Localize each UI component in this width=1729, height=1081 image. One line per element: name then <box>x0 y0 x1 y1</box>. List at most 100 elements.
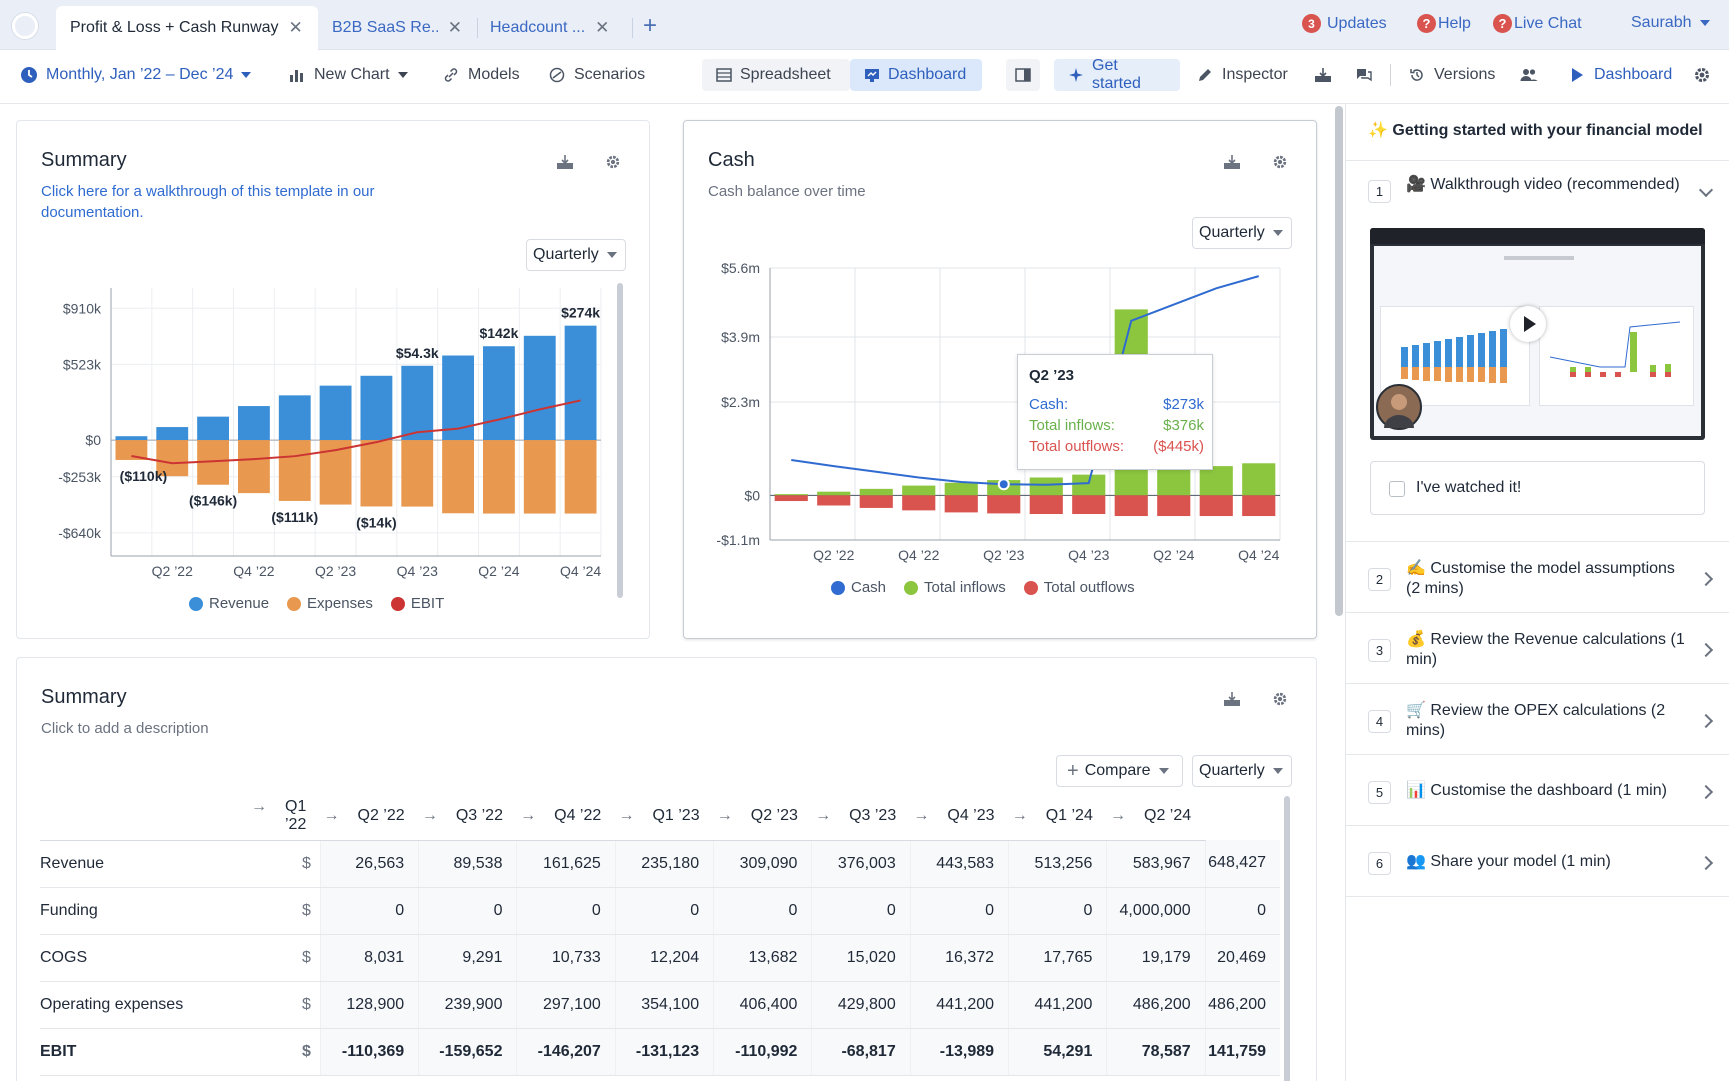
table-cell[interactable]: -159,652 <box>418 1028 517 1076</box>
table-cell[interactable]: 8,031 <box>319 934 419 982</box>
column-header[interactable]: → Q2 ’24 <box>1106 793 1206 841</box>
table-cell[interactable]: 648,427 <box>1204 840 1280 888</box>
table-cell[interactable]: 429,800 <box>811 981 911 1029</box>
table-cell[interactable]: 78,587 <box>1106 1028 1206 1076</box>
chevron-down-icon[interactable] <box>1698 182 1714 198</box>
table-cell[interactable]: 17,765 <box>1008 934 1107 982</box>
table-row[interactable]: Revenue $26,563 89,538 161,625 235,180 309,09… <box>40 840 1280 888</box>
gear-icon[interactable] <box>1269 151 1291 173</box>
table-cell[interactable]: 443,583 <box>909 840 1009 888</box>
comments-button[interactable] <box>1355 58 1381 92</box>
spreadsheet-view-button[interactable]: Spreadsheet <box>702 59 850 91</box>
export-button[interactable] <box>1314 58 1340 92</box>
table-cell[interactable]: 26,563 <box>319 840 419 888</box>
table-cell[interactable]: -68,817 <box>811 1028 911 1076</box>
table-cell[interactable]: 486,200 <box>1204 981 1280 1029</box>
table-cell[interactable]: 4,000,000 <box>1106 887 1206 935</box>
new-chart-button[interactable]: New Chart <box>288 58 408 92</box>
table-cell[interactable]: 0 <box>516 887 616 935</box>
gear-icon[interactable] <box>602 151 624 173</box>
table-cell[interactable]: 0 <box>713 887 812 935</box>
inspector-button[interactable]: Inspector <box>1196 58 1288 92</box>
granularity-select[interactable]: Quarterly <box>526 239 626 271</box>
table-cell[interactable]: 0 <box>319 887 419 935</box>
close-icon[interactable]: ✕ <box>288 18 303 37</box>
column-header[interactable]: → Q3 ’23 <box>811 793 911 841</box>
updates-button[interactable]: 3 Updates <box>1302 14 1387 33</box>
table-cell[interactable]: -13,989 <box>909 1028 1009 1076</box>
table-cell[interactable]: 12,204 <box>614 934 714 982</box>
gear-icon[interactable] <box>1269 688 1291 710</box>
table-cell[interactable]: 13,682 <box>713 934 812 982</box>
app-logo[interactable] <box>12 13 38 39</box>
settings-button[interactable] <box>1693 58 1719 92</box>
table-cell[interactable]: 441,200 <box>909 981 1009 1029</box>
tab-profit-loss[interactable]: Profit & Loss + Cash Runway ✕ <box>56 6 318 50</box>
table-cell[interactable]: 16,372 <box>909 934 1009 982</box>
table-cell[interactable]: 0 <box>909 887 1009 935</box>
table-cell[interactable]: 128,900 <box>319 981 419 1029</box>
watched-checkbox[interactable] <box>1389 481 1405 497</box>
plus-icon[interactable]: + <box>643 12 658 39</box>
table-cell[interactable]: 309,090 <box>713 840 812 888</box>
table-cell[interactable]: -146,207 <box>516 1028 616 1076</box>
close-icon[interactable]: ✕ <box>595 18 610 37</box>
chevron-right-icon[interactable] <box>1698 571 1714 587</box>
table-cell[interactable]: 54,291 <box>1008 1028 1107 1076</box>
table-cell[interactable]: 354,100 <box>614 981 714 1029</box>
download-tray-icon[interactable] <box>1221 151 1243 173</box>
table-row[interactable]: Operating expenses $128,900 239,900 297,100… <box>40 981 1280 1029</box>
table-cell[interactable]: 235,180 <box>614 840 714 888</box>
users-button[interactable] <box>1520 58 1546 92</box>
toggle-panel-button[interactable] <box>1006 59 1040 91</box>
period-selector[interactable]: Monthly, Jan ’22 – Dec ’24 <box>20 58 252 92</box>
table-cell[interactable]: 0 <box>418 887 517 935</box>
watched-checkbox-row[interactable]: I've watched it! <box>1370 461 1705 515</box>
table-cell[interactable]: -110,369 <box>319 1028 419 1076</box>
download-tray-icon[interactable] <box>554 151 576 173</box>
table-cell[interactable]: 161,625 <box>516 840 616 888</box>
scrollbar[interactable] <box>1284 796 1290 1081</box>
walkthrough-video-thumbnail[interactable] <box>1370 228 1705 440</box>
tab-b2b-saas[interactable]: B2B SaaS Re... ✕ <box>318 6 476 50</box>
table-cell[interactable]: -131,123 <box>614 1028 714 1076</box>
granularity-select[interactable]: Quarterly <box>1192 755 1292 787</box>
table-row[interactable]: Funding $0 0 0 0 0 0 0 0 4,000,000 0 <box>40 887 1280 935</box>
compare-button[interactable]: + Compare <box>1056 755 1183 787</box>
table-cell[interactable]: 0 <box>614 887 714 935</box>
table-cell[interactable]: 441,200 <box>1008 981 1107 1029</box>
column-header[interactable]: → Q2 ’22 <box>320 793 419 841</box>
table-cell[interactable]: 297,100 <box>516 981 616 1029</box>
scenarios-button[interactable]: Scenarios <box>548 58 645 92</box>
chevron-right-icon[interactable] <box>1698 855 1714 871</box>
table-cell[interactable]: 10,733 <box>516 934 616 982</box>
tab-headcount[interactable]: Headcount ... ✕ <box>476 6 632 50</box>
table-cell[interactable]: 89,538 <box>418 840 517 888</box>
user-menu[interactable]: Saurabh <box>1631 14 1710 32</box>
table-cell[interactable]: 583,967 <box>1106 840 1206 888</box>
table-cell[interactable]: 19,179 <box>1106 934 1206 982</box>
chevron-right-icon[interactable] <box>1698 784 1714 800</box>
help-button[interactable]: ? Help <box>1417 14 1471 33</box>
card-description[interactable]: Click to add a description <box>41 720 209 737</box>
table-cell[interactable]: 141,759 <box>1204 1028 1280 1076</box>
table-cell[interactable]: 376,003 <box>811 840 911 888</box>
table-cell[interactable]: 0 <box>1008 887 1107 935</box>
live-chat-button[interactable]: ? Live Chat <box>1493 14 1582 33</box>
table-cell[interactable]: -110,992 <box>713 1028 812 1076</box>
column-header[interactable]: → Q1 ’23 <box>615 793 714 841</box>
table-cell[interactable]: 20,469 <box>1204 934 1280 982</box>
download-tray-icon[interactable] <box>1221 688 1243 710</box>
table-cell[interactable]: 239,900 <box>418 981 517 1029</box>
chevron-right-icon[interactable] <box>1698 642 1714 658</box>
column-header[interactable]: → Q4 ’22 <box>516 793 616 841</box>
column-header[interactable]: → Q1 ’22 <box>251 793 321 841</box>
close-icon[interactable]: ✕ <box>447 18 462 37</box>
chevron-right-icon[interactable] <box>1698 713 1714 729</box>
table-cell[interactable]: 513,256 <box>1008 840 1107 888</box>
granularity-select[interactable]: Quarterly <box>1192 217 1292 249</box>
walkthrough-link[interactable]: Click here for a walkthrough of this tem… <box>41 183 375 221</box>
scrollbar[interactable] <box>617 283 623 598</box>
scrollbar[interactable] <box>1335 106 1343 616</box>
table-cell[interactable]: 486,200 <box>1106 981 1206 1029</box>
